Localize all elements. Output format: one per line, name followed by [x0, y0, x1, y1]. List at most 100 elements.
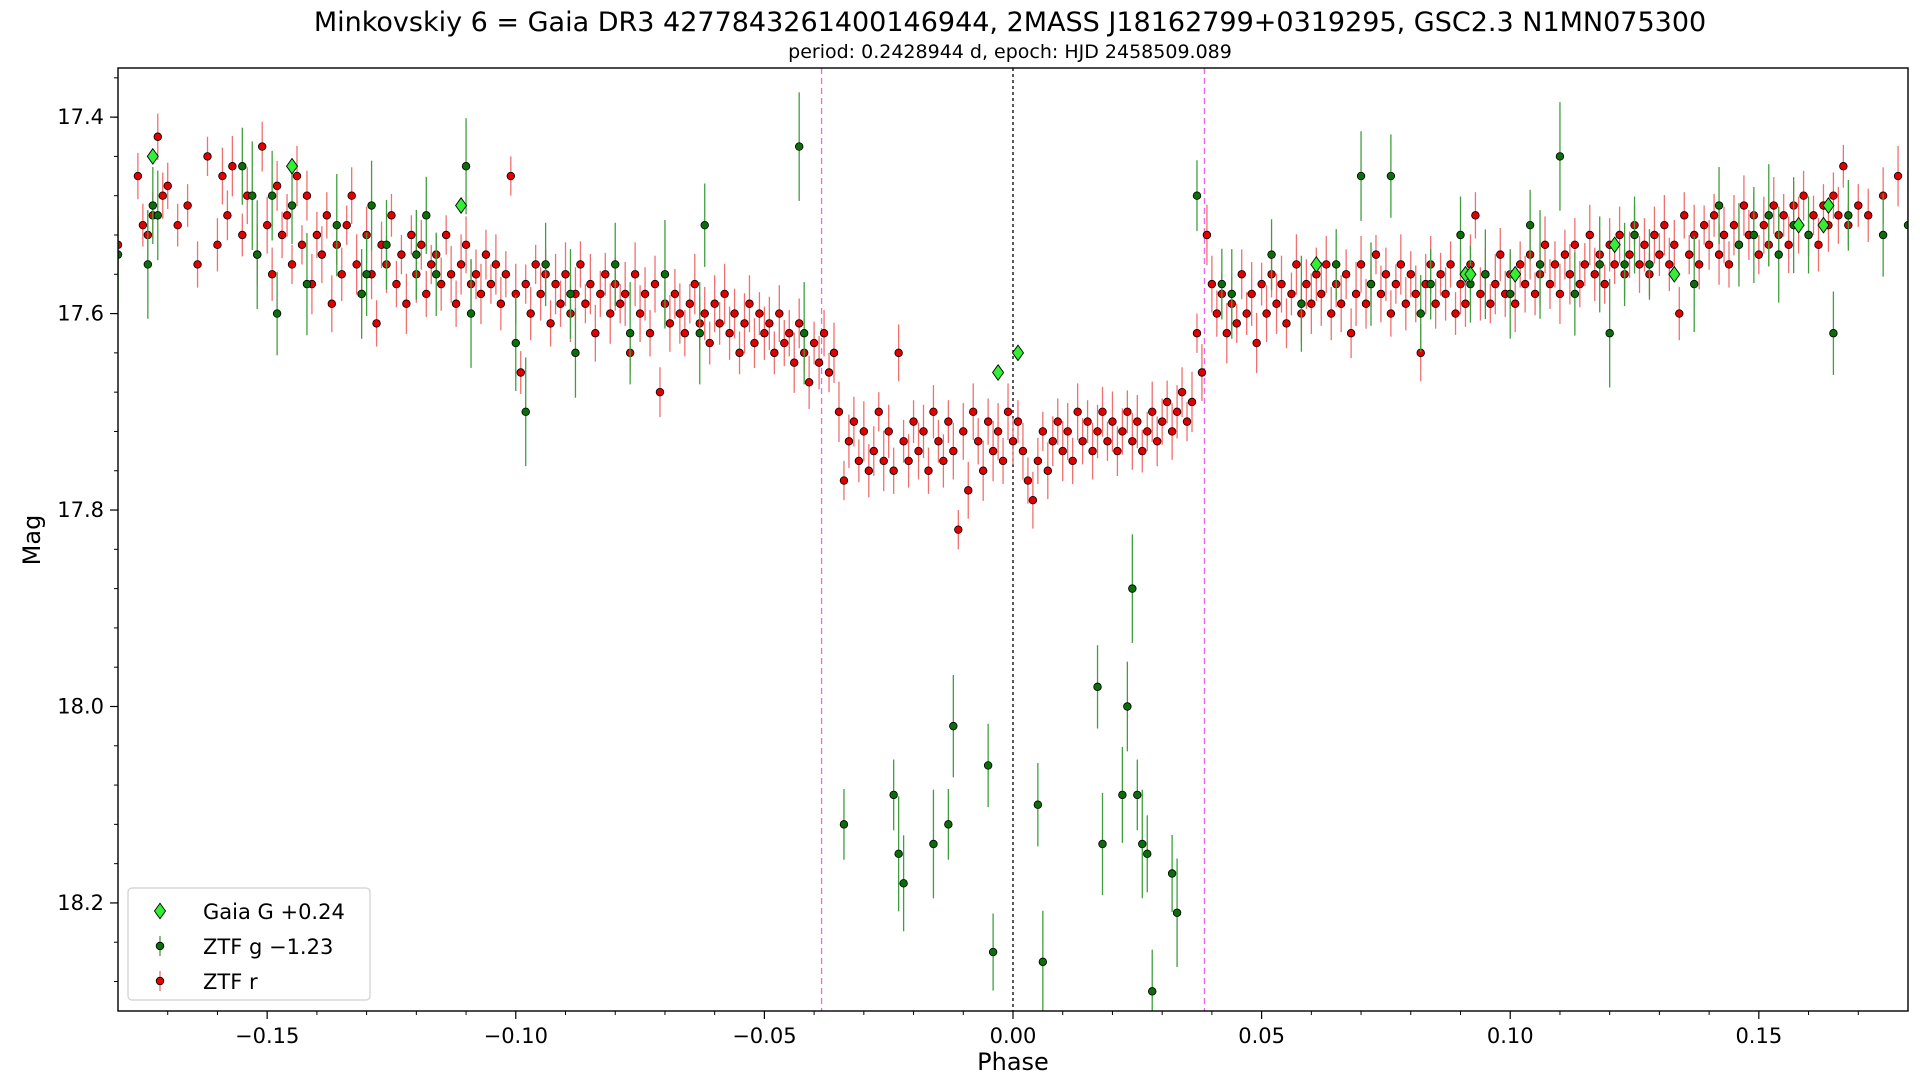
data-point — [1759, 220, 1769, 230]
data-point — [1675, 309, 1684, 318]
data-point — [725, 329, 734, 338]
data-point — [1854, 201, 1863, 210]
data-point — [909, 417, 918, 426]
data-point — [690, 279, 699, 289]
data-point — [1157, 417, 1167, 426]
data-point — [1749, 230, 1759, 240]
y-tick-label: 18.2 — [57, 891, 104, 915]
data-point — [516, 368, 525, 377]
data-point — [1282, 319, 1291, 328]
data-point — [1699, 220, 1709, 230]
data-point — [1441, 289, 1450, 299]
data-point — [1426, 279, 1435, 289]
data-point — [1138, 446, 1147, 456]
data-point — [1013, 417, 1023, 426]
data-point — [362, 270, 371, 279]
data-point — [238, 162, 247, 171]
data-point — [1754, 250, 1764, 259]
x-tick-label: 0.05 — [1238, 1024, 1285, 1048]
data-point — [1779, 211, 1788, 220]
data-point — [794, 142, 804, 151]
data-point — [1729, 220, 1739, 230]
data-point — [1436, 270, 1445, 279]
data-point — [1590, 270, 1599, 279]
data-point — [1307, 299, 1316, 308]
data-point — [586, 279, 595, 289]
data-point — [1033, 456, 1043, 466]
data-point — [859, 427, 869, 436]
data-point — [640, 289, 650, 299]
data-point — [571, 348, 580, 358]
data-point — [1608, 236, 1621, 254]
data-point — [924, 466, 933, 475]
data-point — [1053, 417, 1062, 426]
x-tick-label: 0.10 — [1487, 1024, 1534, 1048]
data-point — [1162, 397, 1172, 407]
data-point — [1784, 240, 1793, 250]
data-point — [285, 157, 299, 175]
y-tick-label: 17.6 — [57, 302, 104, 326]
data-point — [1322, 260, 1331, 269]
data-point — [287, 260, 297, 269]
data-point — [193, 260, 202, 269]
data-point — [775, 309, 784, 318]
data-point — [1520, 279, 1530, 289]
data-point — [750, 338, 759, 348]
data-point — [1685, 250, 1694, 259]
data-point — [1809, 211, 1818, 220]
data-point — [1167, 427, 1177, 436]
x-tick-label: 0.00 — [990, 1024, 1037, 1048]
data-point — [794, 319, 804, 328]
data-point — [1446, 260, 1455, 269]
data-point — [1272, 299, 1281, 308]
legend-marker — [153, 902, 167, 920]
data-point — [1680, 211, 1689, 220]
data-point — [889, 790, 898, 800]
data-point — [461, 240, 471, 250]
data-point — [630, 270, 640, 279]
y-tick-label: 18.0 — [57, 694, 104, 718]
data-point — [118, 240, 123, 250]
data-point — [785, 329, 794, 338]
data-point — [1336, 299, 1346, 308]
data-point — [824, 368, 834, 377]
data-point — [1197, 368, 1207, 377]
data-point — [392, 279, 401, 289]
data-point — [879, 456, 888, 466]
data-point — [228, 162, 237, 171]
data-point — [675, 309, 685, 318]
data-point — [153, 132, 162, 141]
data-point — [1310, 255, 1323, 273]
data-point — [1689, 279, 1699, 289]
data-point — [1277, 279, 1286, 289]
data-point — [1774, 250, 1783, 259]
data-point — [904, 456, 913, 466]
data-point — [1257, 279, 1266, 289]
data-point — [1038, 957, 1048, 967]
x-tick-label: 0.15 — [1735, 1024, 1782, 1048]
data-point — [317, 250, 327, 259]
data-point — [1451, 309, 1460, 318]
data-point — [844, 437, 854, 446]
data-point — [441, 230, 451, 240]
data-point — [332, 220, 341, 230]
data-point — [163, 181, 172, 191]
data-point — [1630, 230, 1639, 240]
data-point — [292, 171, 302, 181]
data-point — [451, 299, 461, 308]
data-point — [1822, 197, 1835, 214]
data-point — [1829, 329, 1838, 338]
data-point — [695, 329, 704, 338]
data-point — [1834, 211, 1843, 220]
data-point — [1103, 437, 1112, 446]
data-point — [257, 142, 267, 151]
data-point — [1575, 279, 1585, 289]
data-point — [1023, 476, 1033, 485]
legend-label: Gaia G +0.24 — [203, 900, 345, 924]
data-point — [1242, 309, 1251, 318]
data-point — [1724, 260, 1734, 269]
data-point — [1058, 446, 1067, 456]
data-point — [1734, 240, 1744, 250]
data-point — [1595, 260, 1604, 269]
data-point — [790, 358, 799, 367]
